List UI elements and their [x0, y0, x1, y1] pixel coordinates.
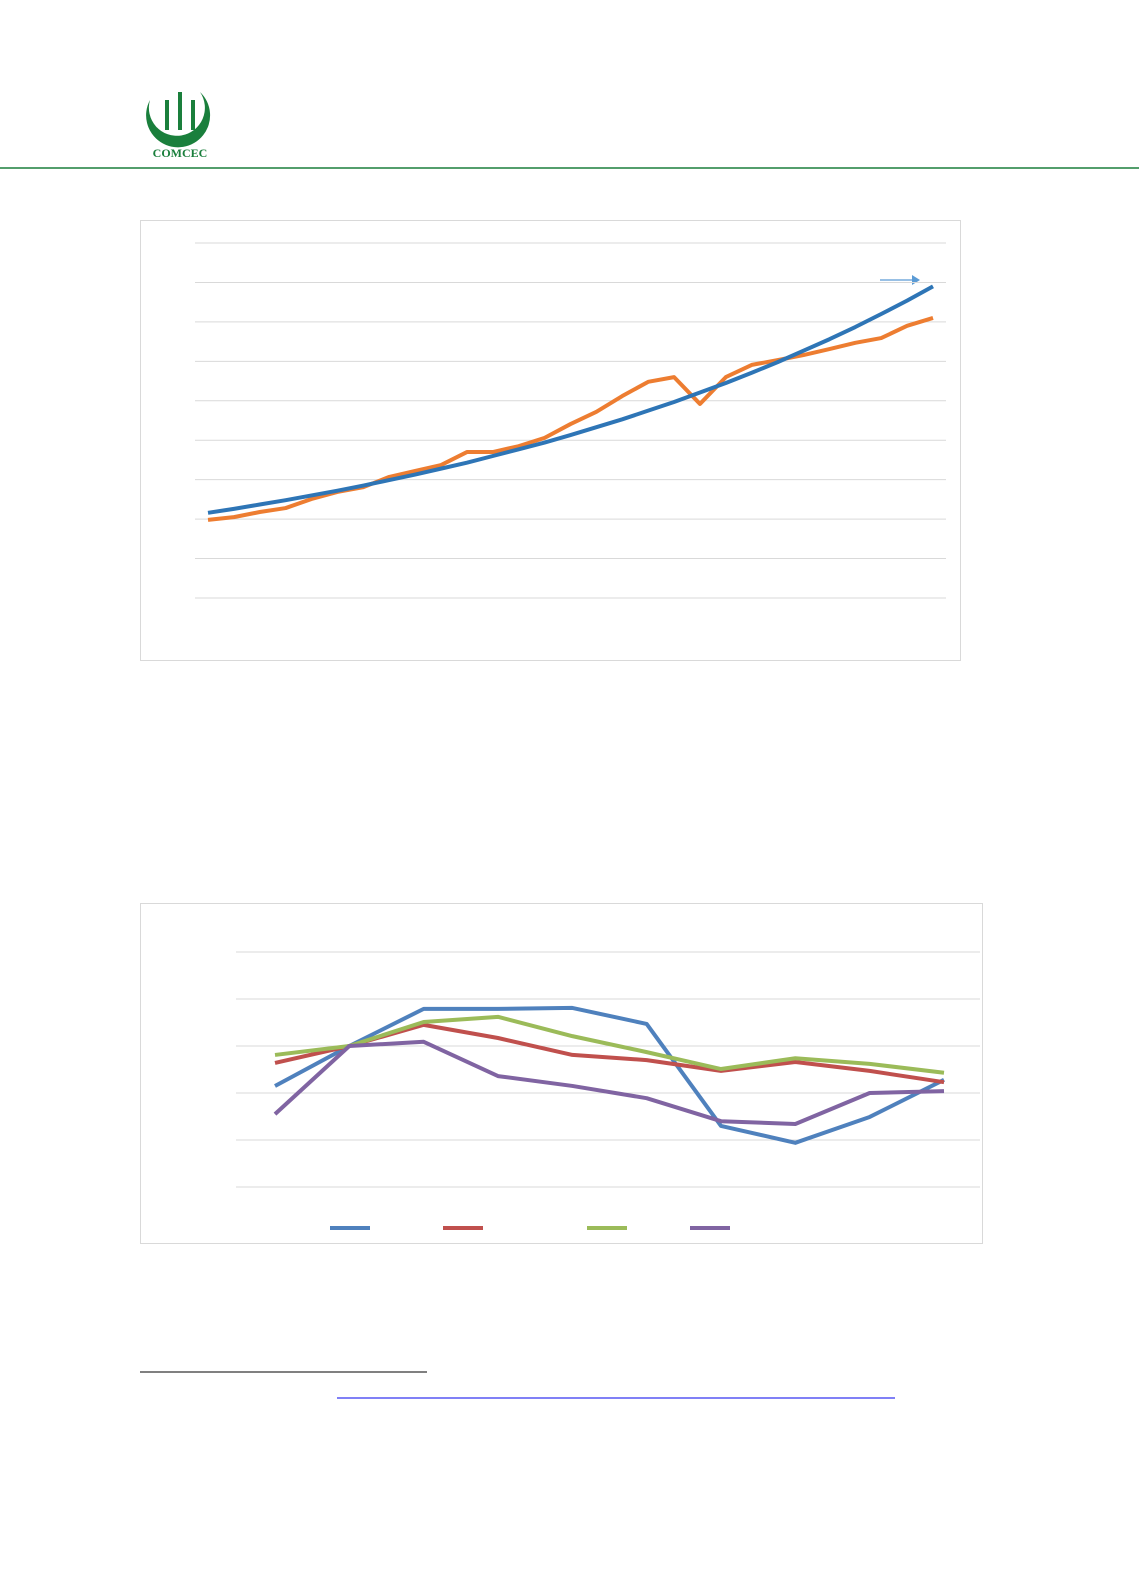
logo-minaret — [178, 92, 182, 130]
annotation-arrowhead — [912, 275, 920, 285]
series-line — [274, 1014, 945, 1075]
logo-text: COMCEC — [153, 146, 208, 160]
logo-crescent — [146, 92, 211, 148]
chart-frame — [140, 903, 983, 1244]
series-line — [273, 1039, 945, 1127]
chart-frame — [140, 220, 961, 661]
series-line — [207, 284, 934, 515]
series-line — [274, 1005, 945, 1145]
logo-minaret — [191, 100, 195, 130]
series-line — [207, 316, 934, 522]
logo: COMCEC — [146, 92, 211, 160]
logo-minaret — [165, 100, 169, 130]
